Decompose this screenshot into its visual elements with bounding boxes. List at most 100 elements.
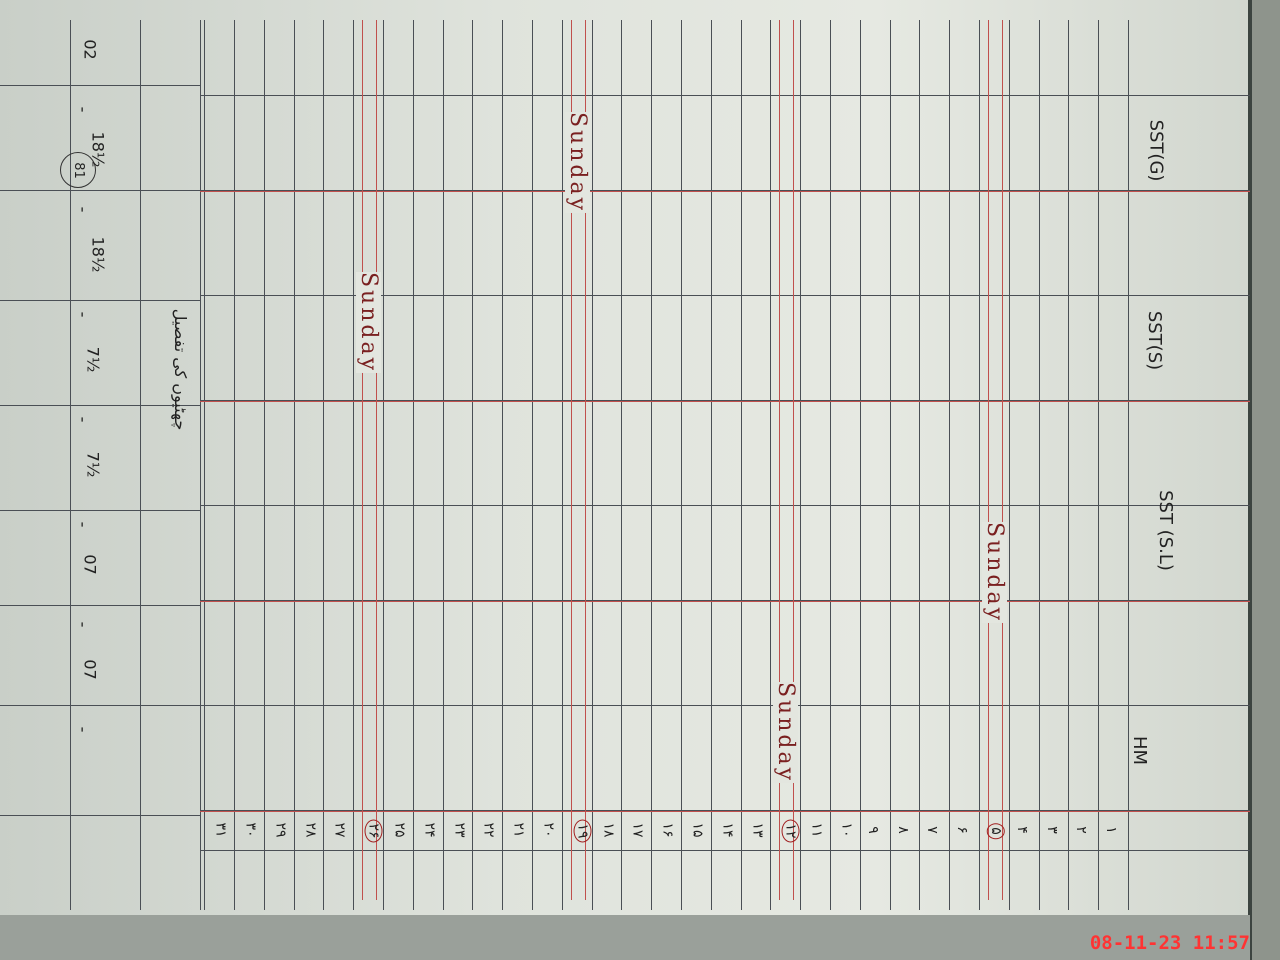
day-number: ۳۱ bbox=[212, 822, 229, 838]
day-number: ۱۵ bbox=[689, 822, 706, 838]
day-number: ۹ bbox=[864, 826, 881, 834]
day-number: ۲۸ bbox=[302, 822, 319, 838]
sunday-label: Sunday bbox=[773, 681, 799, 784]
sunday-line bbox=[571, 20, 572, 900]
row-line bbox=[860, 20, 861, 910]
adjacent-page bbox=[1252, 0, 1280, 960]
summary-divider bbox=[70, 20, 71, 910]
summary-divider bbox=[140, 20, 141, 910]
row-line bbox=[264, 20, 265, 910]
column-line bbox=[200, 295, 1250, 296]
summary-value: - bbox=[73, 206, 93, 213]
row-line bbox=[681, 20, 682, 910]
sunday-label: Sunday bbox=[982, 521, 1008, 624]
summary-divider bbox=[200, 20, 201, 910]
day-number: ۱۰ bbox=[838, 822, 855, 838]
sunday-line bbox=[988, 20, 989, 900]
row-line bbox=[1068, 20, 1069, 910]
summary-title: چھٹیوں کی تفصیل bbox=[171, 308, 191, 431]
day-number: ۱۴ bbox=[719, 822, 736, 838]
day-number: ۱۶ bbox=[659, 822, 676, 838]
day-number: ۶ bbox=[953, 826, 970, 834]
day-number: ۲۳ bbox=[451, 822, 468, 838]
day-number: ۱ bbox=[1102, 826, 1119, 834]
page-edge bbox=[0, 915, 1250, 960]
sunday-line bbox=[1002, 20, 1003, 900]
column-line bbox=[200, 190, 1250, 191]
row-line bbox=[741, 20, 742, 910]
row-line bbox=[383, 20, 384, 910]
sunday-label: Sunday bbox=[356, 271, 382, 374]
sunday-line bbox=[779, 20, 780, 900]
summary-value: - bbox=[73, 416, 93, 423]
row-line bbox=[1098, 20, 1099, 910]
row-line bbox=[890, 20, 891, 910]
row-line bbox=[1128, 20, 1129, 910]
summary-value: 07 bbox=[80, 659, 100, 680]
day-number: ۱۱ bbox=[808, 822, 825, 838]
column-header: SST (S.L) bbox=[1154, 490, 1176, 571]
page-number-text: 81 bbox=[70, 161, 86, 179]
day-number: ۱۲ bbox=[781, 819, 800, 843]
day-number: ۳ bbox=[1043, 826, 1060, 834]
day-number: ۲۹ bbox=[272, 822, 289, 838]
row-line bbox=[830, 20, 831, 910]
sunday-label: Sunday bbox=[565, 111, 591, 214]
red-column-line bbox=[200, 811, 1250, 812]
row-line bbox=[979, 20, 980, 910]
day-number: ۲۰ bbox=[540, 822, 557, 838]
day-number: ۲۵ bbox=[391, 822, 408, 838]
summary-value: - bbox=[73, 621, 93, 628]
day-number: ۱۹ bbox=[573, 819, 592, 843]
column-line bbox=[200, 850, 1250, 851]
summary-line bbox=[0, 300, 200, 301]
row-line bbox=[770, 20, 771, 910]
row-line bbox=[562, 20, 563, 910]
day-number: ۲۶ bbox=[364, 819, 383, 843]
summary-value: - bbox=[73, 311, 93, 318]
summary-line bbox=[0, 510, 200, 511]
summary-value: - bbox=[73, 521, 93, 528]
summary-value: 18½ bbox=[88, 236, 108, 273]
register-page bbox=[0, 0, 1248, 915]
row-line bbox=[1009, 20, 1010, 910]
row-line bbox=[234, 20, 235, 910]
column-header: SST(G) bbox=[1145, 119, 1167, 182]
day-number: ۳۰ bbox=[242, 822, 259, 838]
sunday-line bbox=[376, 20, 377, 900]
day-number: ۴ bbox=[1013, 826, 1030, 834]
summary-value: 02 bbox=[80, 39, 100, 60]
red-column-line bbox=[200, 191, 1250, 192]
row-line bbox=[294, 20, 295, 910]
summary-value: - bbox=[73, 106, 93, 113]
row-line bbox=[204, 20, 205, 910]
row-line bbox=[800, 20, 801, 910]
day-number: ۵ bbox=[986, 823, 1005, 839]
column-line bbox=[200, 400, 1250, 401]
column-header: SST(S) bbox=[1144, 310, 1166, 371]
summary-line bbox=[0, 85, 200, 86]
day-number: ۲۲ bbox=[480, 822, 497, 838]
timestamp: 08-11-23 11:57 bbox=[1089, 932, 1250, 954]
summary-line bbox=[0, 190, 200, 191]
summary-value: 07 bbox=[80, 554, 100, 575]
day-number: ۲۷ bbox=[331, 822, 348, 838]
row-line bbox=[472, 20, 473, 910]
day-number: ۲۴ bbox=[421, 822, 438, 838]
column-header: HM bbox=[1129, 735, 1151, 766]
row-line bbox=[919, 20, 920, 910]
summary-value: 7½ bbox=[83, 346, 103, 373]
summary-value: - bbox=[73, 726, 93, 733]
summary-line bbox=[0, 405, 200, 406]
day-number: ۱۳ bbox=[749, 822, 766, 838]
row-line bbox=[532, 20, 533, 910]
sunday-line bbox=[793, 20, 794, 900]
summary-value: 7½ bbox=[83, 451, 103, 478]
summary-value: 18½ bbox=[88, 131, 108, 168]
row-line bbox=[651, 20, 652, 910]
row-line bbox=[353, 20, 354, 910]
row-line bbox=[949, 20, 950, 910]
row-line bbox=[413, 20, 414, 910]
day-number: ۲ bbox=[1072, 826, 1089, 834]
day-number: ۱۷ bbox=[629, 822, 646, 838]
